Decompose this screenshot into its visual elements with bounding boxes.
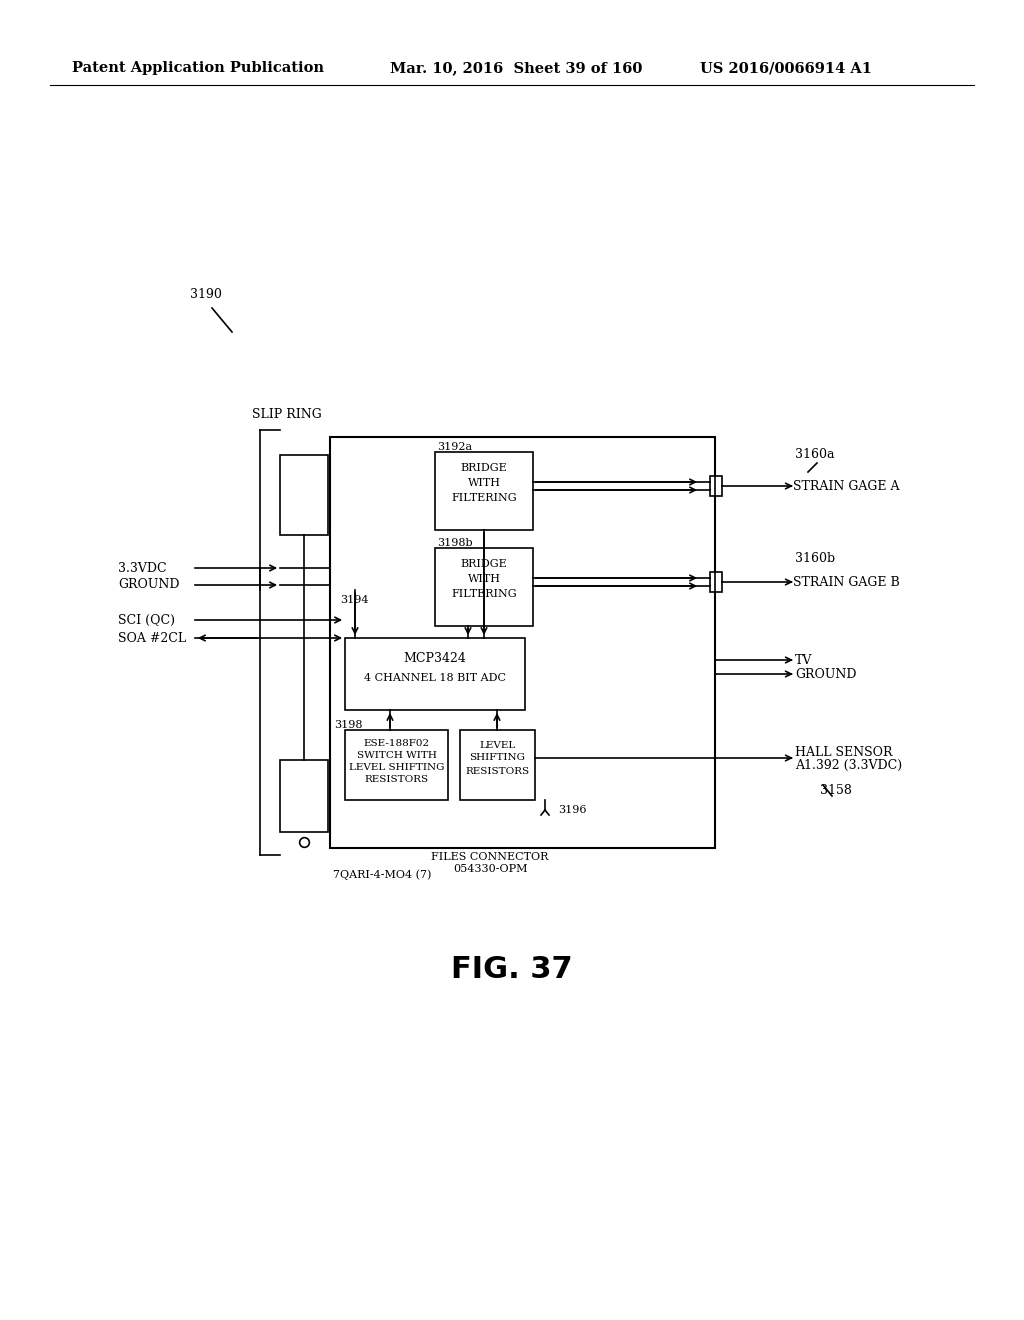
- Text: 3190: 3190: [190, 289, 222, 301]
- Text: MCP3424: MCP3424: [403, 652, 467, 664]
- Text: 3160a: 3160a: [795, 449, 835, 462]
- Text: 3192a: 3192a: [437, 442, 472, 451]
- Text: TV: TV: [795, 653, 812, 667]
- Text: 7QARI-4-MO4 (7): 7QARI-4-MO4 (7): [333, 870, 431, 880]
- Text: 3198b: 3198b: [437, 539, 473, 548]
- Text: 3160b: 3160b: [795, 552, 836, 565]
- Text: 3196: 3196: [558, 805, 587, 814]
- Text: SCI (QC): SCI (QC): [118, 614, 175, 627]
- Text: FILTERING: FILTERING: [452, 589, 517, 599]
- Text: A1.392 (3.3VDC): A1.392 (3.3VDC): [795, 759, 902, 771]
- Text: WITH: WITH: [468, 478, 501, 488]
- Text: FIG. 37: FIG. 37: [452, 956, 572, 985]
- Text: STRAIN GAGE B: STRAIN GAGE B: [793, 576, 900, 589]
- Bar: [710, 572, 722, 591]
- Text: US 2016/0066914 A1: US 2016/0066914 A1: [700, 61, 872, 75]
- Text: Mar. 10, 2016  Sheet 39 of 160: Mar. 10, 2016 Sheet 39 of 160: [390, 61, 642, 75]
- Text: RESISTORS: RESISTORS: [365, 775, 429, 784]
- Text: FILES CONNECTOR: FILES CONNECTOR: [431, 851, 549, 862]
- Text: HALL SENSOR: HALL SENSOR: [795, 746, 893, 759]
- Text: SWITCH WITH: SWITCH WITH: [356, 751, 436, 759]
- Text: GROUND: GROUND: [795, 668, 856, 681]
- Text: LEVEL: LEVEL: [479, 741, 516, 750]
- Text: FILTERING: FILTERING: [452, 492, 517, 503]
- Bar: [435, 451, 534, 531]
- Text: 3194: 3194: [340, 595, 369, 605]
- Text: 3158: 3158: [820, 784, 852, 796]
- Text: ESE-188F02: ESE-188F02: [364, 738, 429, 747]
- Text: SHIFTING: SHIFTING: [469, 754, 525, 763]
- Text: BRIDGE: BRIDGE: [461, 558, 507, 569]
- Bar: [435, 548, 534, 626]
- Bar: [330, 437, 715, 847]
- Text: SLIP RING: SLIP RING: [252, 408, 322, 421]
- Bar: [710, 477, 722, 496]
- Text: RESISTORS: RESISTORS: [466, 767, 529, 776]
- Bar: [345, 730, 449, 800]
- Text: 3.3VDC: 3.3VDC: [118, 561, 167, 574]
- Text: WITH: WITH: [468, 574, 501, 583]
- Text: Patent Application Publication: Patent Application Publication: [72, 61, 324, 75]
- Bar: [460, 730, 535, 800]
- Text: 3198: 3198: [334, 719, 362, 730]
- Text: 054330-OPM: 054330-OPM: [453, 865, 527, 874]
- Text: BRIDGE: BRIDGE: [461, 463, 507, 473]
- Bar: [280, 455, 328, 535]
- Bar: [280, 760, 328, 832]
- Text: STRAIN GAGE A: STRAIN GAGE A: [793, 479, 899, 492]
- Text: GROUND: GROUND: [118, 578, 179, 591]
- Text: SOA #2CL: SOA #2CL: [118, 631, 186, 644]
- Bar: [345, 638, 525, 710]
- Text: 4 CHANNEL 18 BIT ADC: 4 CHANNEL 18 BIT ADC: [364, 673, 506, 682]
- Text: LEVEL SHIFTING: LEVEL SHIFTING: [349, 763, 444, 771]
